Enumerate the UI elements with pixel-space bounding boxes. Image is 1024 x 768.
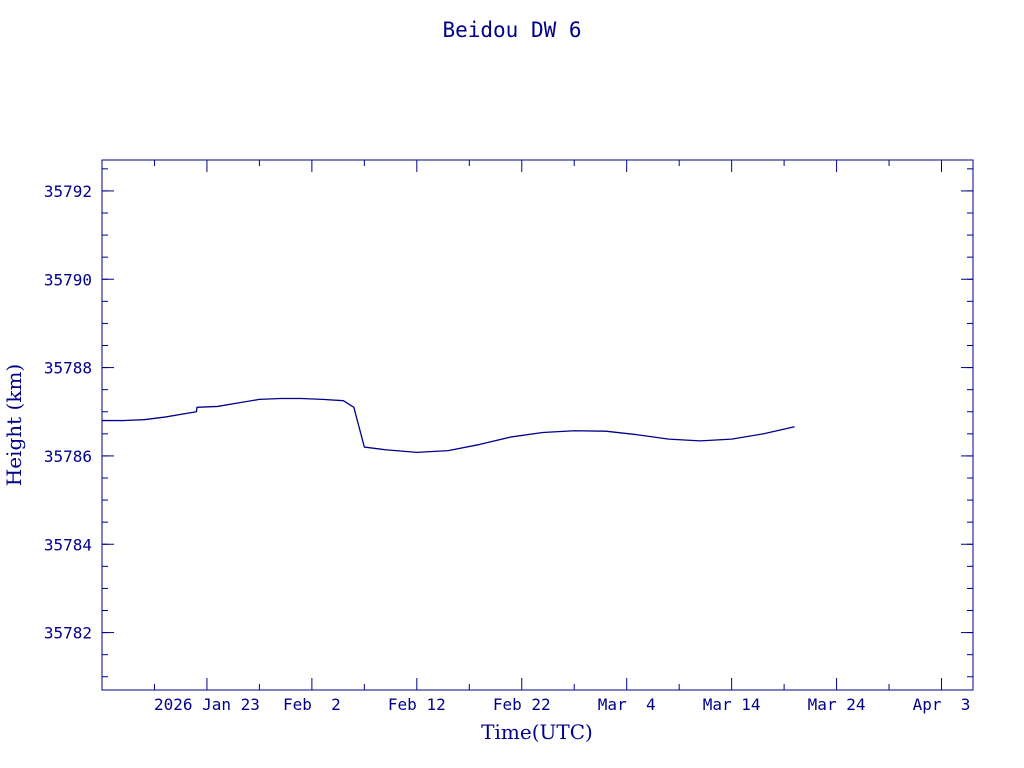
x-tick-label: Mar 4 bbox=[598, 695, 656, 714]
y-tick-label: 35792 bbox=[44, 182, 92, 201]
y-tick-label: 35788 bbox=[44, 359, 92, 378]
series-line bbox=[102, 397, 795, 454]
x-tick-label: Feb 22 bbox=[493, 695, 551, 714]
plot-frame bbox=[101, 159, 974, 691]
y-tick-label: 35784 bbox=[44, 535, 92, 554]
y-tick-label: 35790 bbox=[44, 270, 92, 289]
x-tick-label: Apr 3 bbox=[913, 695, 971, 714]
x-tick-label: Mar 14 bbox=[703, 695, 761, 714]
y-tick-label: 35782 bbox=[44, 624, 92, 643]
tick-marks bbox=[102, 160, 973, 690]
chart-title: Beidou DW 6 bbox=[442, 18, 581, 42]
y-tick-labels: 35782 35784 35786 35788 35790 35792 bbox=[44, 182, 92, 643]
x-axis-label: Time(UTC) bbox=[481, 720, 593, 744]
x-tick-label: 2026 Jan 23 bbox=[154, 695, 260, 714]
x-tick-label: Mar 24 bbox=[808, 695, 866, 714]
x-tick-label: Feb 2 bbox=[283, 695, 341, 714]
y-axis-label: Height (km) bbox=[2, 364, 26, 486]
x-tick-labels: 2026 Jan 23 Feb 2 Feb 12 Feb 22 Mar 4 Mar 14 M… bbox=[154, 695, 970, 714]
x-tick-label: Feb 12 bbox=[388, 695, 446, 714]
y-tick-label: 35786 bbox=[44, 447, 92, 466]
